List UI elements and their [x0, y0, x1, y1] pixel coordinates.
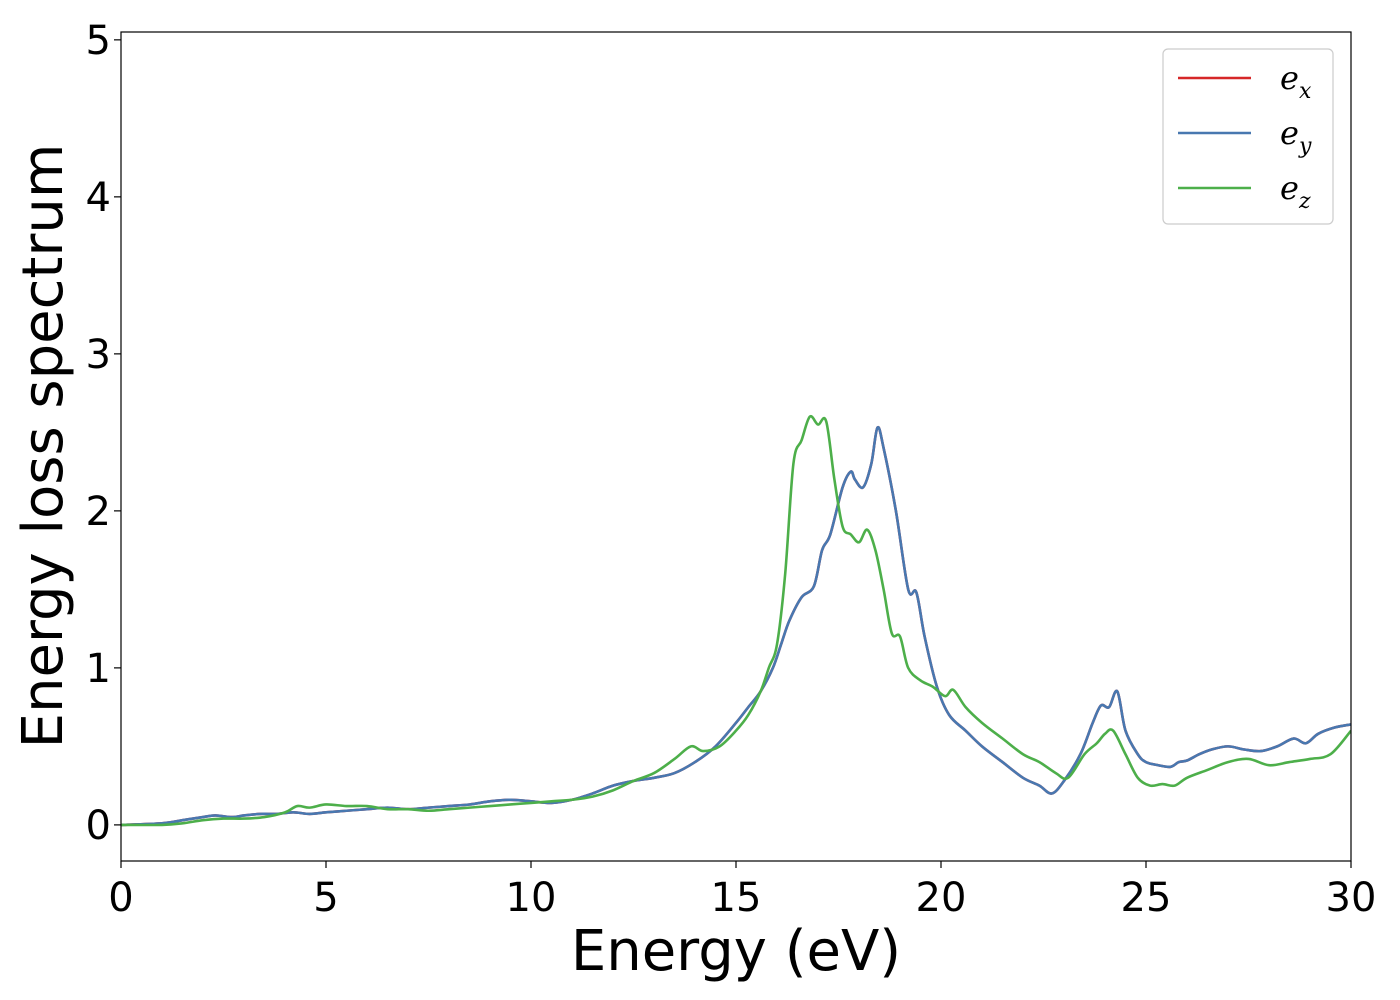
legend-label-main: e	[1280, 169, 1299, 207]
legend-label-x: ex	[1280, 59, 1312, 104]
x-tick-label: 20	[916, 875, 967, 921]
x-tick-label: 5	[313, 875, 338, 921]
x-tick-label: 30	[1326, 875, 1377, 921]
legend-label-subscript: y	[1298, 134, 1312, 159]
legend-label-subscript: z	[1298, 189, 1311, 214]
legend-box	[1162, 48, 1334, 225]
series-line-z	[121, 414, 1351, 827]
legend-label-z: ez	[1280, 169, 1311, 214]
x-tick-label: 15	[711, 875, 762, 921]
y-tick-label: 2	[86, 489, 111, 535]
series-layer	[121, 414, 1351, 827]
legend-label-main: e	[1280, 114, 1299, 152]
legend-label-main: e	[1280, 59, 1299, 97]
y-axis: 0 1 2 3 4 5	[86, 18, 121, 849]
series-line-y	[121, 425, 1351, 827]
y-tick-label: 3	[86, 332, 111, 378]
x-tick-label: 25	[1121, 875, 1172, 921]
x-axis: 0 5 10 15 20 25 30	[108, 861, 1376, 921]
x-axis-label: Energy (eV)	[571, 919, 901, 984]
legend-label-subscript: x	[1299, 79, 1312, 104]
x-tick-label: 0	[108, 875, 133, 921]
legend-label-y: ey	[1280, 114, 1312, 159]
y-tick-label: 1	[86, 646, 111, 692]
y-tick-label: 4	[86, 175, 111, 221]
x-tick-label: 10	[506, 875, 557, 921]
y-axis-label: Energy loss spectrum	[11, 144, 76, 749]
y-tick-label: 5	[86, 18, 111, 64]
y-tick-label: 0	[86, 803, 111, 849]
